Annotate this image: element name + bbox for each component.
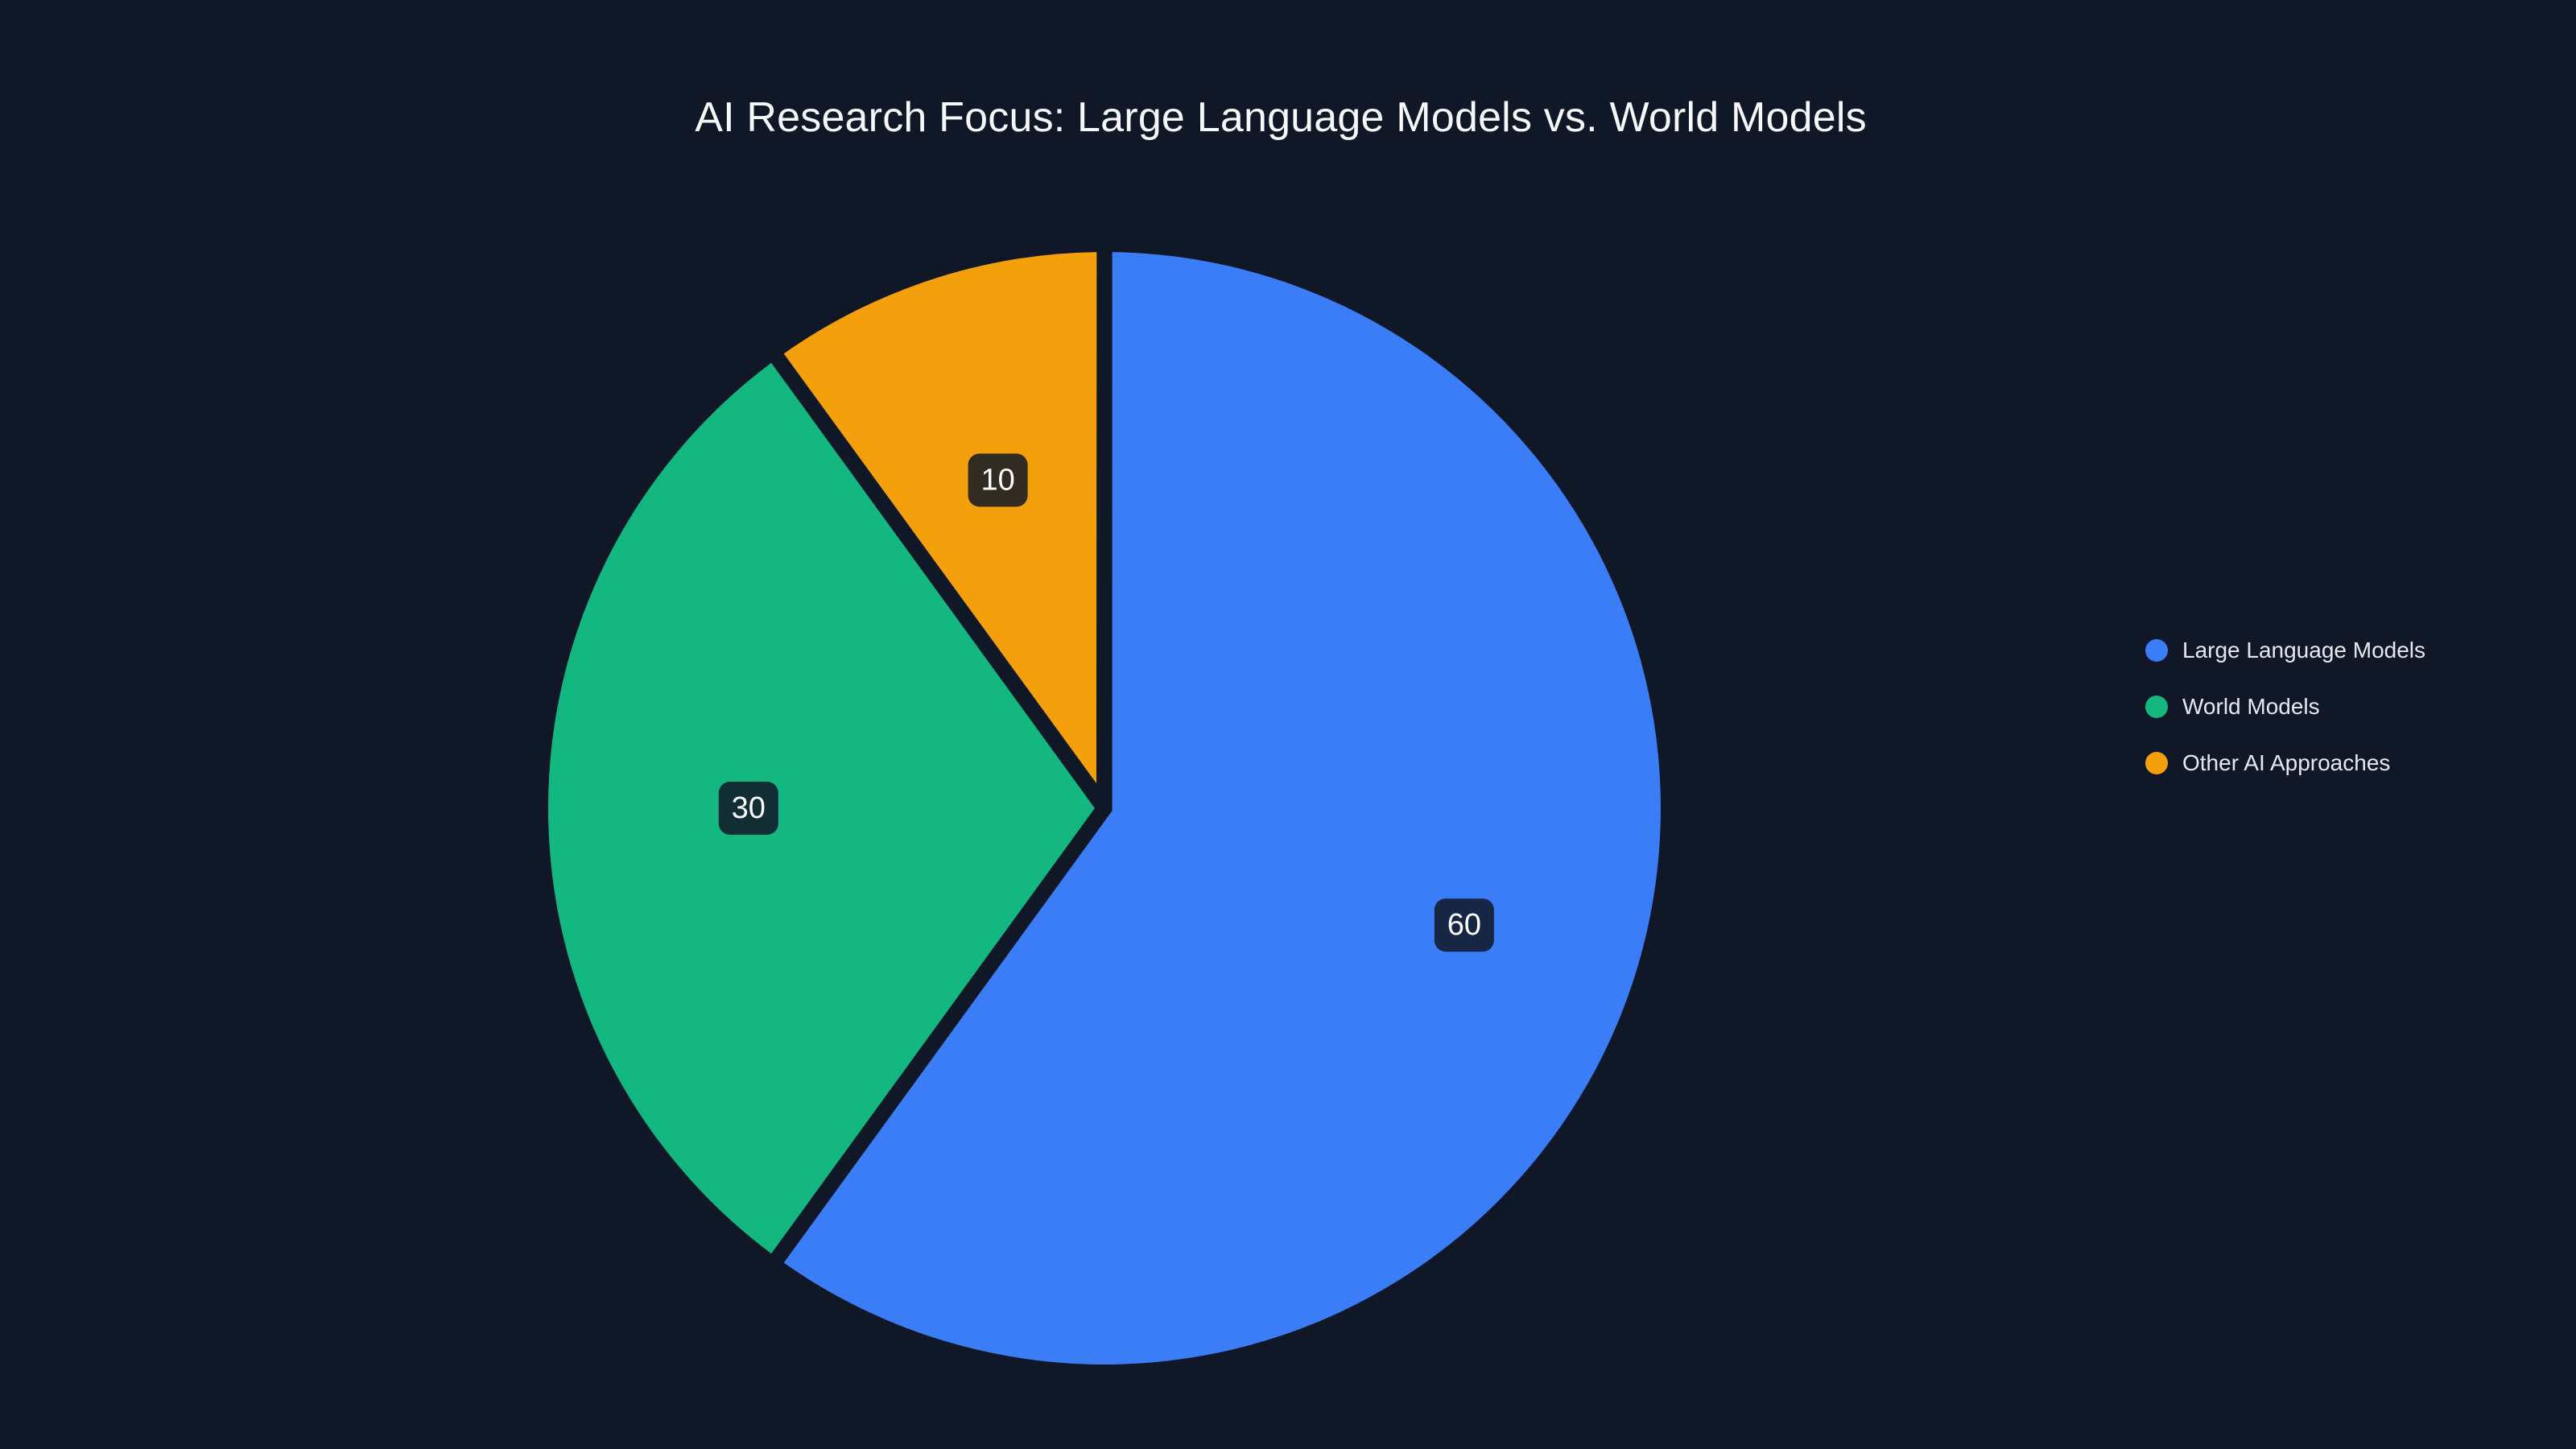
data-label-value: 10 <box>980 464 1014 497</box>
data-label-background <box>1434 898 1494 952</box>
data-label-value: 30 <box>732 791 766 825</box>
legend: Large Language Models World Models Other… <box>2145 636 2564 778</box>
legend-item-large-language-models[interactable]: Large Language Models <box>2145 636 2564 665</box>
chart-title-text: AI Research Focus: Large Language Models… <box>695 94 1867 141</box>
legend-color-swatch-icon <box>2145 752 2168 774</box>
pie-slice-large-language-models[interactable] <box>783 252 1662 1365</box>
legend-item-label: Other AI Approaches <box>2182 750 2391 775</box>
data-label-world-models: 30 <box>718 782 778 835</box>
plot-area: 60 30 10 <box>547 252 1662 1365</box>
data-label-background <box>718 782 778 835</box>
pie-chart-svg: 60 30 10 <box>547 252 1662 1365</box>
page-title: AI Research Focus: Large Language Models… <box>0 94 2576 141</box>
data-label-other-ai-approaches: 10 <box>968 453 1028 507</box>
pie-slice-world-models[interactable] <box>547 362 1095 1254</box>
legend-color-swatch-icon <box>2145 696 2168 718</box>
data-label-value: 60 <box>1447 908 1481 942</box>
legend-color-swatch-icon <box>2145 639 2168 662</box>
data-label-background <box>968 453 1028 507</box>
legend-item-other-ai-approaches[interactable]: Other AI Approaches <box>2145 749 2564 778</box>
legend-item-label: World Models <box>2182 694 2320 719</box>
legend-item-label: Large Language Models <box>2182 638 2426 663</box>
legend-item-world-models[interactable]: World Models <box>2145 692 2564 721</box>
pie-slice-other-ai-approaches[interactable] <box>783 252 1097 783</box>
data-label-large-language-models: 60 <box>1434 898 1494 952</box>
